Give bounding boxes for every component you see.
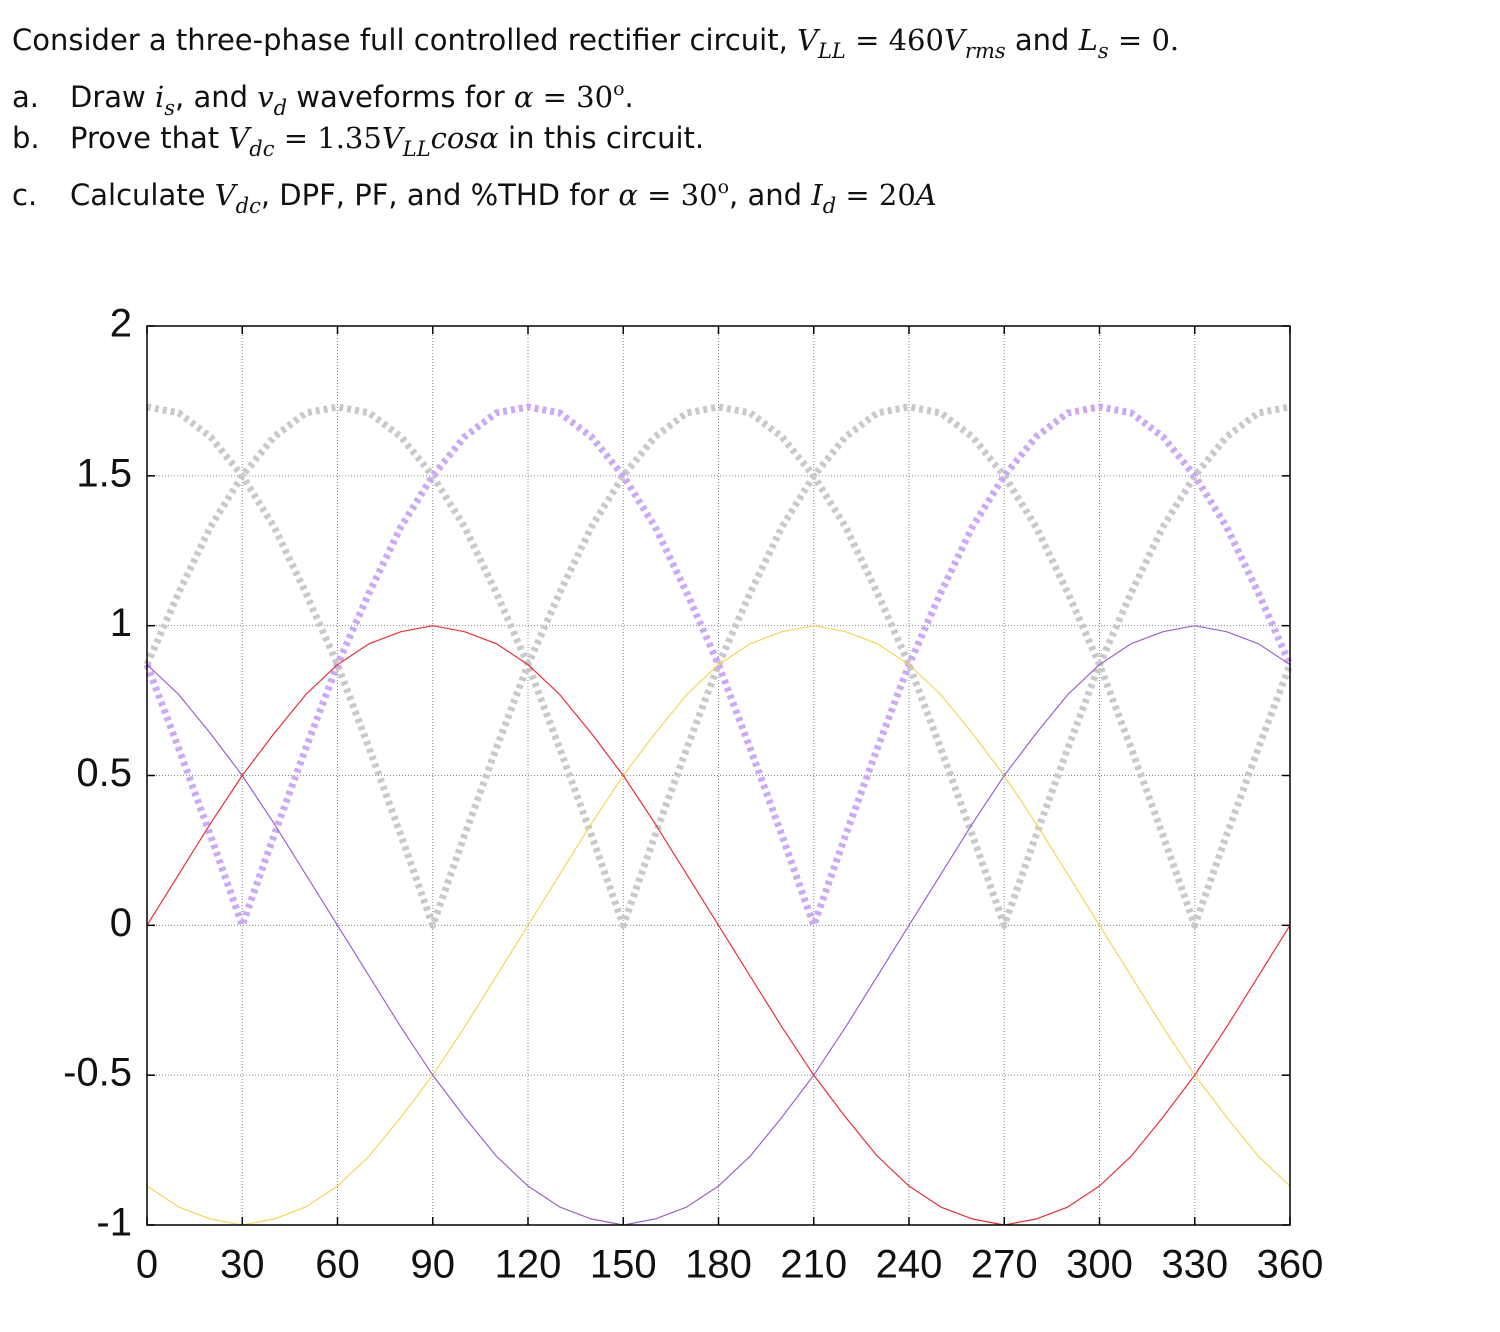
math: LL <box>402 137 431 161</box>
math: L <box>1078 23 1098 57</box>
y-tick-label: 2 <box>110 302 132 346</box>
x-tick-label: 150 <box>590 1243 657 1287</box>
math: o <box>717 176 730 198</box>
series-line <box>146 625 1291 1226</box>
series-line <box>146 625 1291 1226</box>
math: V <box>214 178 236 212</box>
x-tick-label: 300 <box>1066 1243 1133 1287</box>
math: = 30 <box>637 178 718 212</box>
series-line <box>143 403 1294 929</box>
math: I <box>811 178 823 212</box>
text: Calculate <box>70 178 215 212</box>
text: Prove that <box>70 121 229 155</box>
y-tick-label: -1 <box>96 1201 132 1245</box>
x-tick-label: 90 <box>411 1243 456 1287</box>
x-tick-label: 330 <box>1161 1243 1228 1287</box>
x-tick-label: 60 <box>315 1243 360 1287</box>
math: A <box>915 178 937 212</box>
y-tick-label: 1.5 <box>76 451 132 495</box>
math: s <box>1097 39 1109 63</box>
plot-frame <box>146 325 1291 1226</box>
math: cosα <box>430 121 499 155</box>
text: , DPF, PF, and %THD for <box>260 178 619 212</box>
math: α <box>513 80 534 114</box>
x-tick-label: 210 <box>780 1243 847 1287</box>
math: dc <box>249 137 275 161</box>
item-label: b. <box>12 121 40 155</box>
y-tick-label: -0.5 <box>63 1051 132 1095</box>
math: d <box>822 194 837 218</box>
math: = 0. <box>1108 23 1180 57</box>
item-label: a. <box>12 80 39 114</box>
intro-line: Consider a three-phase full controlled r… <box>12 18 1179 67</box>
text: . <box>624 80 634 114</box>
x-tick-label: 0 <box>136 1243 158 1287</box>
math: = 20 <box>836 178 916 212</box>
text: , and <box>175 80 258 114</box>
text: in this circuit. <box>498 121 705 155</box>
text: waveforms for <box>287 80 514 114</box>
y-tick-label: 0.5 <box>76 751 132 795</box>
math: = 460 <box>845 23 944 57</box>
item-a: a. Draw is, and vd waveforms for α = 30o. <box>12 67 1179 120</box>
item-b: b. Prove that Vdc = 1.35VLLcosα in this c… <box>12 116 1179 165</box>
question: Consider a three-phase full controlled r… <box>12 18 1179 218</box>
math: = 1.35 <box>274 121 382 155</box>
math: V <box>943 23 965 57</box>
math: V <box>797 23 818 57</box>
item-c: c. Calculate Vdc, DPF, PF, and %THD for α… <box>12 165 1179 218</box>
y-tick-label: 0 <box>110 901 132 945</box>
x-tick-label: 360 <box>1257 1243 1324 1287</box>
chart: -1 -0.5 0 0.5 1 1.5 2 0 30 60 90 120 150 180 210 240 270… <box>63 302 1324 1287</box>
math: s <box>164 96 176 120</box>
math: V <box>381 121 403 155</box>
math: V <box>228 121 250 155</box>
math: LL <box>817 39 846 63</box>
text: , and <box>729 178 812 212</box>
x-tick-label: 180 <box>685 1243 752 1287</box>
text: and <box>1005 23 1079 57</box>
y-tick-label: 1 <box>110 601 132 645</box>
item-label: c. <box>12 178 38 212</box>
x-tick-label: 120 <box>495 1243 562 1287</box>
text: Consider a three-phase full controlled r… <box>12 23 798 57</box>
math: rms <box>964 39 1006 63</box>
math: i <box>154 80 165 114</box>
text: Draw <box>70 80 155 114</box>
math: d <box>273 96 288 120</box>
math: o <box>613 78 625 100</box>
math: v <box>257 80 274 114</box>
x-tick-label: 240 <box>876 1243 943 1287</box>
series-line <box>146 625 1291 1226</box>
math: α <box>618 178 638 212</box>
x-tick-label: 30 <box>220 1243 265 1287</box>
x-tick-label: 270 <box>971 1243 1038 1287</box>
math: dc <box>235 194 261 218</box>
math: = 30 <box>533 80 614 114</box>
